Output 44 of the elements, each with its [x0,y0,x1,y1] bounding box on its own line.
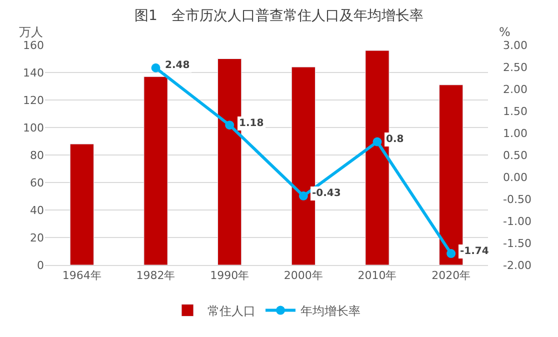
point [446,249,456,258]
y2-tick-label: 0.50 [503,148,528,162]
x-tick-label: 1964年 [62,269,102,282]
y2-tick-label: -1.50 [503,236,532,250]
y2-tick-label: -0.50 [503,192,532,206]
legend-label: 年均增长率 [300,304,360,318]
y2-tick-label: 2.00 [503,82,528,96]
y-tick-label: 20 [30,231,44,244]
y2-tick-label: -2.00 [503,258,532,272]
y-tick-label: 0 [37,258,44,272]
x-tick-label: 2010年 [358,269,397,282]
x-tick-label: 2000年 [284,269,323,282]
data-label: 0.8 [386,134,404,145]
point [298,191,308,200]
y-tick-label: 120 [23,94,44,107]
y-tick-label: 100 [23,121,44,134]
y-tick-label: 80 [30,148,44,162]
y-tick-label: 140 [23,66,44,80]
x-tick-label: 2020年 [432,269,471,282]
bar [144,76,168,265]
point [225,120,234,130]
y-tick-label: 40 [30,204,44,217]
y-tick-label: 60 [30,176,44,190]
y2-axis-title: % [499,25,510,39]
bar [218,58,242,265]
legend-label: 常住人口 [208,304,256,318]
point [372,137,382,146]
y2-tick-label: 1.00 [503,126,528,140]
y-axis-title: 万人 [19,25,43,39]
y2-tick-label: 1.50 [503,104,528,118]
y2-tick-label: 2.50 [503,60,528,74]
bar [70,144,94,265]
data-label: -1.74 [460,246,489,257]
x-tick-label: 1990年 [210,269,250,282]
y2-tick-label: 0.00 [503,170,528,184]
chart-title: 图1 全市历次人口普查常住人口及年均增长率 [134,6,424,24]
point [151,63,160,72]
data-label: 1.18 [239,118,264,129]
x-tick-label: 1982年 [136,269,176,282]
y-tick-label: 160 [23,38,44,52]
y2-tick-label: -1.00 [503,214,532,228]
data-label: 2.48 [165,60,190,71]
y2-tick-label: 3.00 [503,38,528,52]
data-label: -0.43 [312,188,341,199]
